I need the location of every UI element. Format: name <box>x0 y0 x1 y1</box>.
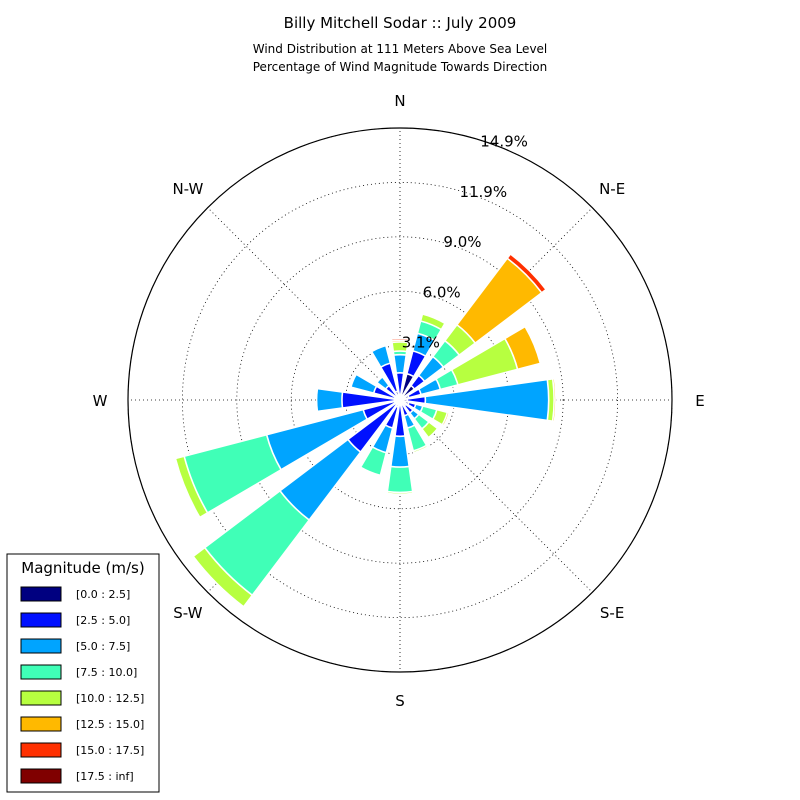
wind-bar-segment <box>394 390 401 401</box>
legend-label: [5.0 : 7.5] <box>76 640 130 653</box>
wind-bar-segment <box>341 391 401 409</box>
wind-bar-segment <box>399 398 409 402</box>
legend-label: [17.5 : inf] <box>76 770 134 783</box>
wind-bar-segment <box>395 372 405 401</box>
direction-label: N-E <box>599 180 625 198</box>
chart-title: Billy Mitchell Sodar :: July 2009 <box>284 14 517 32</box>
wind-bar-segment <box>399 394 410 401</box>
legend-label: [7.5 : 10.0] <box>76 666 137 679</box>
legend: Magnitude (m/s) [0.0 : 2.5] [2.5 : 5.0] [5… <box>6 553 160 793</box>
wind-bars <box>174 252 557 608</box>
polar-outer-circle <box>127 127 673 673</box>
legend-swatch <box>20 768 62 784</box>
wind-bar-segment <box>379 362 401 401</box>
wind-bar-segment <box>394 399 406 438</box>
wind-bar-segment <box>362 399 401 421</box>
direction-label: N <box>394 92 405 110</box>
ring-label: 11.9% <box>459 183 507 201</box>
direction-labels: N N-E E S-E S S-W W N-W <box>93 92 705 710</box>
legend-label: [2.5 : 5.0] <box>76 614 130 627</box>
ring-labels: 3.1% 6.0% 9.0% 11.9% 14.9% <box>402 133 528 352</box>
direction-label: N-W <box>172 180 203 198</box>
legend-swatch <box>20 716 62 732</box>
direction-label: E <box>695 392 704 410</box>
wind-bar-segment <box>399 372 415 401</box>
legend-swatch <box>20 638 62 654</box>
wind-bar-segment <box>346 399 401 454</box>
wind-bar-segment <box>399 395 427 405</box>
grid-ring <box>181 181 619 619</box>
direction-label: S-W <box>173 604 202 622</box>
grid-ring <box>236 236 564 564</box>
legend-swatch <box>20 690 62 706</box>
direction-label: S <box>395 692 405 710</box>
legend-swatch <box>20 612 62 628</box>
wind-bar-segment <box>399 378 550 422</box>
legend-swatch <box>20 742 62 758</box>
ring-label: 3.1% <box>402 334 440 352</box>
chart-subtitle-line-2: Percentage of Wind Magnitude Towards Dir… <box>253 60 547 74</box>
ring-label: 14.9% <box>480 133 528 151</box>
ring-label: 6.0% <box>423 283 461 301</box>
wind-bar-segment <box>399 384 416 401</box>
direction-label: W <box>93 392 108 410</box>
legend-label: [15.0 : 17.5] <box>76 744 144 757</box>
legend-label: [10.0 : 12.5] <box>76 692 144 705</box>
legend-label: [12.5 : 15.0] <box>76 718 144 731</box>
ring-label: 9.0% <box>443 233 481 251</box>
legend-title: Magnitude (m/s) <box>21 559 144 577</box>
legend-swatch <box>20 586 62 602</box>
direction-label: S-E <box>600 604 624 622</box>
chart-subtitle-line-1: Wind Distribution at 111 Meters Above Se… <box>253 42 548 56</box>
legend-swatch <box>20 664 62 680</box>
legend-label: [0.0 : 2.5] <box>76 588 130 601</box>
legend-entries: [0.0 : 2.5] [2.5 : 5.0] [5.0 : 7.5] [7.5 : … <box>20 586 144 784</box>
wind-bar-segment <box>372 385 401 401</box>
